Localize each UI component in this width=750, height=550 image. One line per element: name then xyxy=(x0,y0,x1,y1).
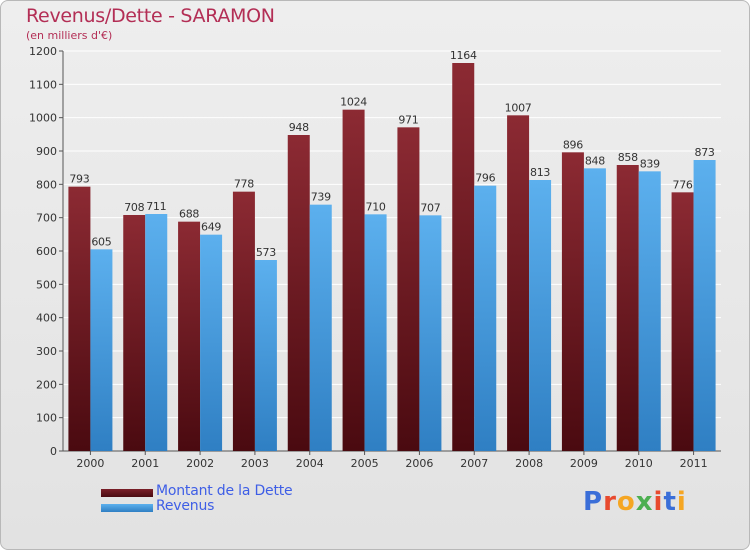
y-tick-label: 1000 xyxy=(29,112,57,125)
data-label-revenus: 711 xyxy=(146,200,166,213)
chart-title: Revenus/Dette - SARAMON xyxy=(26,5,275,27)
y-tick-label: 200 xyxy=(36,378,57,391)
bar-dette xyxy=(68,186,91,451)
data-label-dette: 688 xyxy=(179,208,199,221)
legend-label-revenus: Revenus xyxy=(156,498,215,514)
logo-letter: o xyxy=(616,487,636,517)
data-label-dette: 948 xyxy=(289,121,309,134)
bar-revenus xyxy=(364,214,387,451)
x-tick-label: 2003 xyxy=(241,457,269,470)
data-label-dette: 858 xyxy=(618,151,638,164)
logo-letter: i xyxy=(653,487,664,517)
bars xyxy=(68,63,716,452)
x-tick-label: 2002 xyxy=(186,457,214,470)
y-tick-label: 300 xyxy=(36,345,57,358)
data-label-revenus: 605 xyxy=(91,235,111,248)
data-label-dette: 1007 xyxy=(505,101,532,114)
bar-revenus xyxy=(693,160,716,451)
bar-dette xyxy=(287,135,310,451)
data-label-revenus: 813 xyxy=(530,166,550,179)
logo-letter: i xyxy=(676,487,687,517)
bar-dette xyxy=(507,115,530,451)
data-label-dette: 1024 xyxy=(340,96,367,109)
bar-revenus xyxy=(583,168,606,452)
x-tick-label: 2009 xyxy=(570,457,598,470)
y-tick-label: 500 xyxy=(36,278,57,291)
bar-revenus xyxy=(145,214,168,451)
data-label-dette: 971 xyxy=(398,113,418,126)
chart-subtitle: (en milliers d'€) xyxy=(26,29,113,42)
data-label-revenus: 710 xyxy=(366,200,386,213)
bar-dette xyxy=(232,191,255,451)
x-tick-label: 2001 xyxy=(131,457,159,470)
y-tick-label: 700 xyxy=(36,212,57,225)
data-label-dette: 708 xyxy=(124,201,144,214)
y-tick-label: 1200 xyxy=(29,45,57,58)
x-tick-label: 2006 xyxy=(405,457,433,470)
proxiti-logo: Proxiti xyxy=(583,487,687,517)
bar-revenus xyxy=(638,171,661,452)
bar-revenus xyxy=(309,204,332,451)
labels: 0 100 200 300 400 500 600 700 800 900 1000 1100 1200… xyxy=(29,45,715,470)
x-tick-label: 2000 xyxy=(76,457,104,470)
data-label-revenus: 873 xyxy=(695,146,715,159)
bar-dette xyxy=(452,63,475,451)
logo-letter: t xyxy=(663,487,677,517)
legend-label-dette: Montant de la Dette xyxy=(156,483,293,499)
logo-letter: r xyxy=(603,487,617,517)
bar-dette xyxy=(397,127,420,451)
data-label-revenus: 848 xyxy=(585,154,605,167)
x-tick-label: 2011 xyxy=(680,457,708,470)
data-label-dette: 778 xyxy=(234,178,254,191)
x-tick-label: 2004 xyxy=(296,457,324,470)
x-tick-label: 2007 xyxy=(460,457,488,470)
bar-revenus xyxy=(254,260,277,451)
x-tick-label: 2008 xyxy=(515,457,543,470)
bar-dette xyxy=(616,165,639,451)
bar-dette xyxy=(342,109,365,452)
y-tick-label: 1100 xyxy=(29,78,57,91)
data-label-dette: 1164 xyxy=(450,49,477,62)
y-tick-label: 900 xyxy=(36,145,57,158)
y-tick-label: 600 xyxy=(36,245,57,258)
legend-swatch-dette xyxy=(101,489,153,497)
data-label-revenus: 573 xyxy=(256,246,276,259)
y-tick-label: 400 xyxy=(36,312,57,325)
y-tick-label: 100 xyxy=(36,412,57,425)
bar-revenus xyxy=(419,215,442,451)
x-tick-label: 2010 xyxy=(625,457,653,470)
data-label-revenus: 839 xyxy=(640,157,660,170)
bar-dette xyxy=(561,152,584,452)
data-label-revenus: 739 xyxy=(311,191,331,204)
data-label-revenus: 707 xyxy=(420,201,440,214)
logo-letter: x xyxy=(635,487,654,517)
x-tick-label: 2005 xyxy=(351,457,379,470)
y-tick-label: 0 xyxy=(50,445,57,458)
data-label-dette: 793 xyxy=(69,173,89,186)
logo-letter: P xyxy=(583,487,604,517)
data-label-dette: 776 xyxy=(673,178,693,191)
data-label-revenus: 796 xyxy=(475,172,495,185)
data-label-revenus: 649 xyxy=(201,221,221,234)
legend-swatch-revenus xyxy=(101,504,153,512)
y-tick-label: 800 xyxy=(36,178,57,191)
bar-revenus xyxy=(90,249,113,451)
data-label-dette: 896 xyxy=(563,138,583,151)
bar-revenus xyxy=(529,180,552,451)
bar-revenus xyxy=(474,185,497,451)
bar-revenus xyxy=(200,234,223,451)
bar-dette xyxy=(178,221,201,451)
bar-dette xyxy=(123,215,146,451)
bar-dette xyxy=(671,192,694,452)
grid-lines xyxy=(59,50,721,455)
